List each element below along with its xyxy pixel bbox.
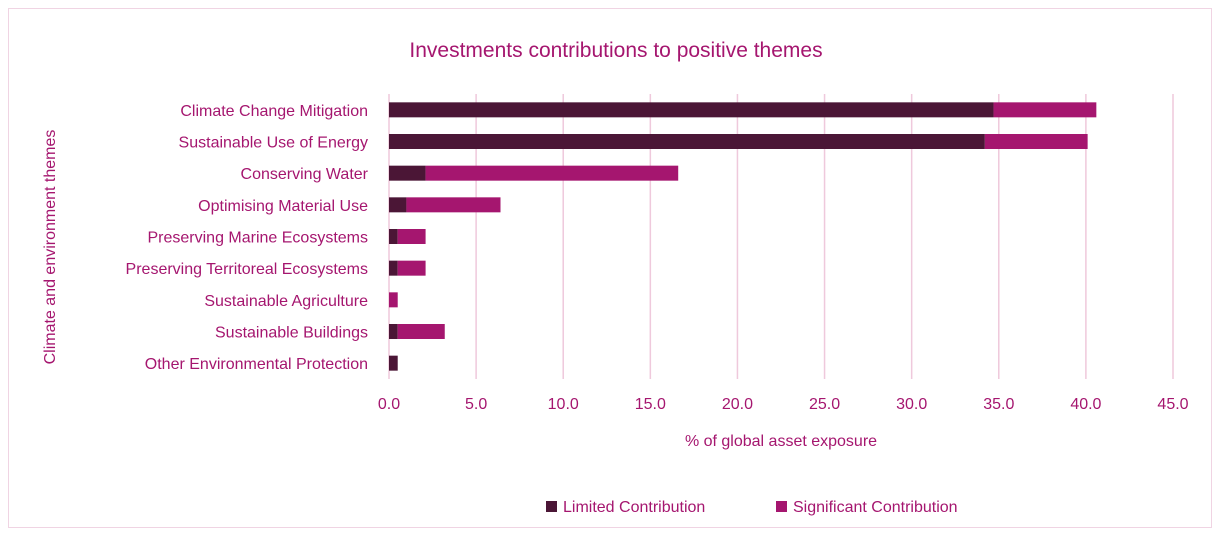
x-tick-label: 0.0 [378,396,400,413]
x-tick-label: 5.0 [465,396,487,413]
x-tick-label: 25.0 [809,396,840,413]
chart-container: Investments contributions to positive th… [8,8,1212,528]
x-tick-label: 40.0 [1070,396,1101,413]
x-tick-label: 15.0 [635,396,666,413]
category-label: Optimising Material Use [198,198,368,215]
category-label: Conserving Water [241,166,369,183]
category-label: Preserving Territoreal Ecosystems [126,261,368,278]
category-labels: Climate Change Mitigation Sustainable Use… [126,103,369,373]
category-label: Other Environmental Protection [145,356,368,373]
bar-limited-contribution [389,165,426,181]
bar-limited-contribution [389,324,398,339]
x-tick-label: 45.0 [1157,396,1188,413]
bar-significant-contribution [389,292,398,308]
legend-swatch [776,501,787,512]
x-tick-labels: 0.0 5.0 10.0 15.0 20.0 25.0 30.0 35.0 40.0 45.0 [378,396,1189,413]
bar-significant-contribution [425,165,679,181]
category-label: Sustainable Agriculture [204,293,368,310]
y-axis-title: Climate and environment themes [42,130,59,365]
x-tick-label: 35.0 [983,396,1014,413]
chart-title: Investments contributions to positive th… [409,39,822,62]
x-tick-label: 20.0 [722,396,753,413]
bar-significant-contribution [984,134,1088,149]
x-tick-label: 10.0 [548,396,579,413]
legend-label: Significant Contribution [793,499,958,516]
legend-swatch [546,501,557,512]
bar-limited-contribution [389,260,398,276]
bar-limited-contribution [389,134,985,149]
bar-chart: Investments contributions to positive th… [42,39,1189,516]
legend: Limited Contribution Significant Contribu… [546,499,958,516]
bar-significant-contribution [397,324,445,339]
bar-limited-contribution [389,102,994,118]
category-label: Sustainable Buildings [215,325,368,342]
category-label: Sustainable Use of Energy [179,135,368,152]
category-label: Climate Change Mitigation [180,103,368,120]
bar-significant-contribution [993,102,1097,118]
bar-significant-contribution [397,229,426,244]
bar-limited-contribution [389,355,398,371]
bars [389,102,1097,371]
bar-limited-contribution [389,229,398,244]
category-label: Preserving Marine Ecosystems [147,230,368,247]
x-tick-label: 30.0 [896,396,927,413]
bar-limited-contribution [389,197,407,213]
legend-label: Limited Contribution [563,499,705,516]
bar-significant-contribution [397,260,426,276]
x-axis-title: % of global asset exposure [685,433,877,450]
bar-significant-contribution [406,197,501,213]
